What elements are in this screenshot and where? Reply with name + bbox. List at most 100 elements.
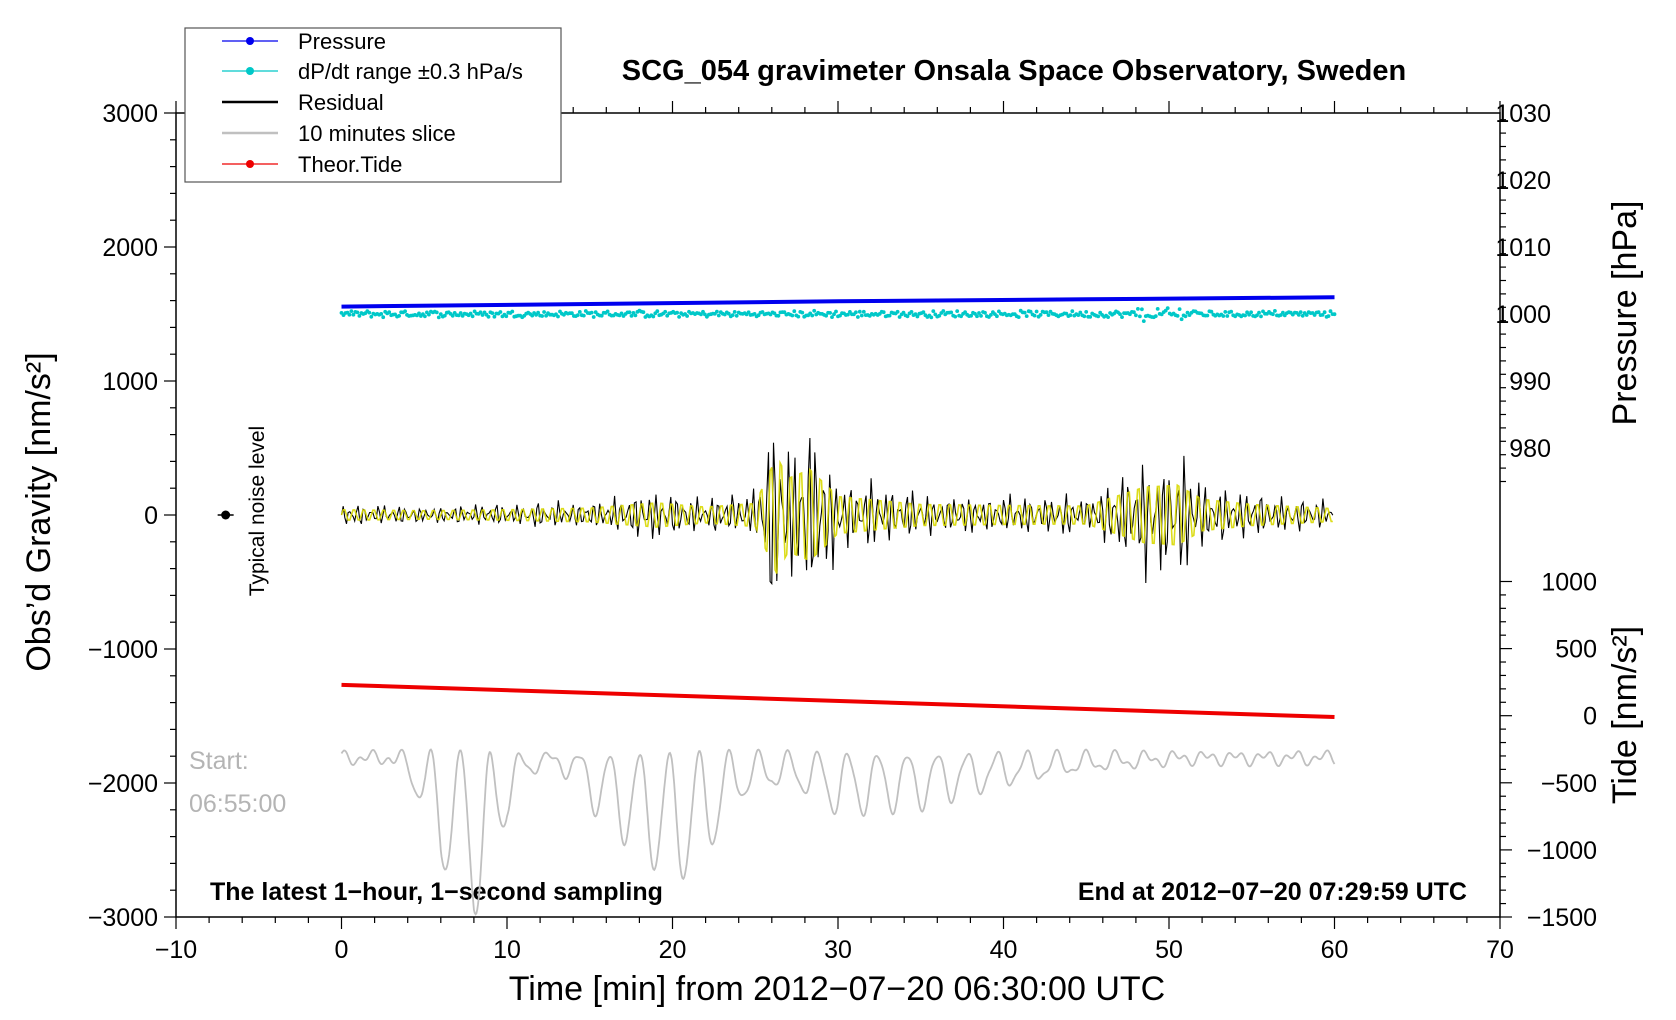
dpdt-point: [931, 309, 936, 313]
legend-marker: [246, 160, 254, 168]
pressure-tick-label: 1030: [1495, 100, 1551, 128]
dpdt-point: [423, 314, 427, 319]
dpdt-point: [349, 309, 354, 313]
dpdt-point: [975, 314, 979, 319]
dpdt-point: [1046, 313, 1051, 317]
dpdt-point: [1118, 312, 1122, 316]
legend: Pressure dP/dt range ±0.3 hPa/s Residual 10…: [184, 27, 562, 183]
dpdt-point: [629, 314, 634, 318]
dpdt-point: [730, 313, 735, 317]
dpdt-point: [655, 309, 660, 314]
dpdt-point: [1078, 310, 1083, 315]
dpdt-point: [1141, 319, 1146, 323]
dpdt-point: [599, 313, 604, 318]
dpdt-point: [1304, 313, 1309, 317]
dpdt-point: [824, 313, 828, 318]
dpdt-point: [486, 314, 491, 319]
dpdt-point: [861, 309, 866, 314]
dpdt-point: [915, 314, 920, 319]
residual-smoothed-line: [340, 459, 1333, 574]
dpdt-point: [589, 310, 594, 315]
dpdt-point: [1016, 315, 1021, 319]
dpdt-point: [1259, 314, 1263, 319]
dpdt-point: [921, 310, 926, 315]
dpdt-point: [379, 312, 384, 316]
dpdt-point: [701, 309, 705, 314]
dpdt-point: [1106, 315, 1110, 319]
dpdt-point: [1096, 314, 1101, 319]
dpdt-points: [339, 306, 1337, 323]
dpdt-point: [641, 310, 646, 315]
dpdt-point: [715, 309, 719, 314]
dpdt-point: [458, 311, 463, 315]
dpdt-point: [633, 313, 638, 318]
tide-tick-label: −500: [1541, 770, 1597, 798]
legend-label: Theor.Tide: [298, 152, 402, 177]
y-tick-label-left: −3000: [88, 904, 158, 932]
dpdt-point: [434, 310, 439, 315]
y-tick-label-left: 3000: [102, 100, 158, 128]
dpdt-point: [1326, 314, 1331, 318]
dpdt-point: [577, 310, 582, 314]
dpdt-point: [756, 313, 761, 318]
x-tick-label: 60: [1321, 936, 1349, 964]
dpdt-point: [1257, 310, 1261, 315]
dpdt-point: [1155, 307, 1160, 311]
pressure-tick-label: 1020: [1495, 167, 1551, 195]
dpdt-point: [828, 311, 832, 315]
dpdt-point: [403, 309, 407, 314]
start-label: Start:: [189, 747, 249, 775]
dpdt-point: [1243, 313, 1247, 318]
y-axis-title-left: Obs’d Gravity [nm/s²]: [20, 352, 58, 671]
tide-tick-label: 0: [1583, 703, 1597, 731]
pressure-tick-label: 1000: [1495, 301, 1551, 329]
x-tick-label: −10: [155, 936, 197, 964]
dpdt-point: [504, 314, 509, 319]
dpdt-point: [397, 314, 401, 318]
dpdt-point: [979, 314, 983, 318]
dpdt-point: [1209, 309, 1214, 314]
dpdt-point: [1320, 313, 1325, 317]
dpdt-point: [732, 310, 737, 314]
y-tick-label-left: −1000: [88, 636, 158, 664]
dpdt-point: [605, 309, 610, 314]
dpdt-point: [1298, 310, 1303, 314]
dpdt-point: [895, 309, 900, 314]
dpdt-point: [1223, 310, 1228, 314]
legend-label: 10 minutes slice: [298, 121, 456, 146]
note-latest-hour: The latest 1−hour, 1−second sampling: [210, 878, 663, 906]
dpdt-point: [575, 313, 580, 317]
legend-label: Pressure: [298, 29, 386, 54]
dpdt-point: [1229, 309, 1234, 314]
dpdt-point: [937, 313, 942, 318]
x-tick-label: 0: [335, 936, 349, 964]
dpdt-point: [1205, 313, 1210, 318]
dpdt-point: [881, 310, 886, 315]
dpdt-point: [716, 313, 721, 318]
dpdt-point: [387, 310, 392, 314]
dpdt-point: [436, 315, 441, 320]
dpdt-point: [1221, 314, 1226, 318]
dpdt-point: [581, 313, 586, 318]
dpdt-point: [1140, 307, 1144, 312]
dpdt-point: [929, 315, 934, 320]
dpdt-point: [570, 311, 574, 316]
legend-marker: [246, 67, 254, 75]
dpdt-point: [417, 311, 421, 316]
dpdt-point: [1177, 307, 1182, 311]
legend-box: [184, 27, 562, 183]
x-tick-label: 30: [824, 936, 852, 964]
dpdt-point: [675, 310, 679, 315]
dpdt-point: [347, 312, 352, 317]
x-axis-title: Time [min] from 2012−07−20 06:30:00 UTC: [509, 970, 1165, 1008]
dpdt-point: [651, 314, 656, 319]
dpdt-point: [905, 314, 910, 319]
dpdt-point: [542, 310, 546, 314]
dpdt-point: [909, 310, 914, 314]
dpdt-point: [367, 310, 372, 315]
theoretical-tide-line: [341, 682, 1335, 720]
dpdt-point: [812, 308, 817, 313]
dpdt-point: [490, 311, 495, 315]
dpdt-point: [977, 311, 981, 315]
dpdt-point: [470, 314, 475, 319]
